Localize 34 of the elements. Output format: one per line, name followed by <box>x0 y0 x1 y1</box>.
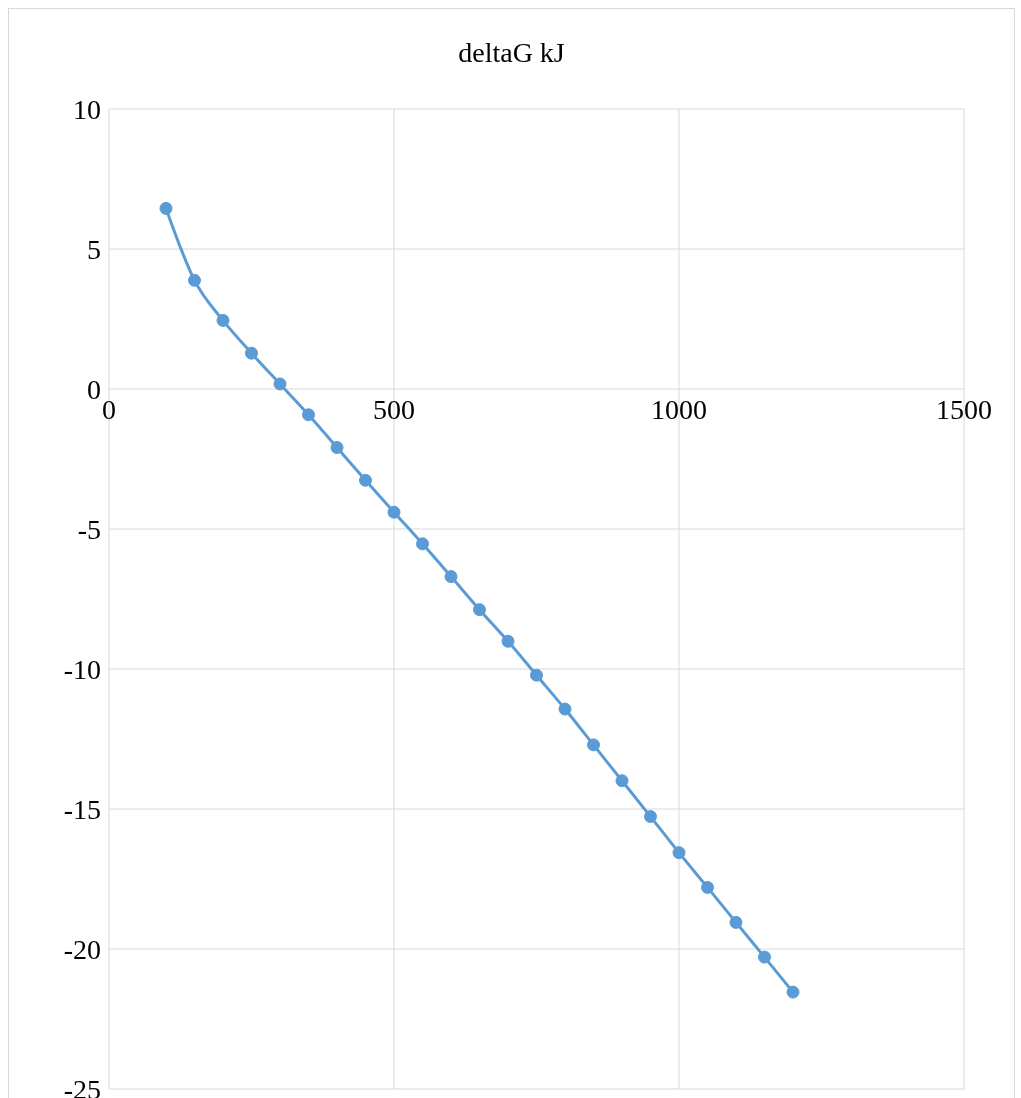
point <box>359 473 372 487</box>
point <box>587 738 600 752</box>
x-tick-label: 1000 <box>651 394 707 425</box>
point <box>786 985 800 999</box>
point <box>558 702 572 716</box>
y-tick-label: 10 <box>73 93 101 125</box>
y-tick-label: 0 <box>87 373 101 405</box>
point <box>245 346 258 360</box>
point <box>701 880 714 894</box>
y-tick-label: 5 <box>87 233 101 265</box>
y-tick-label: -10 <box>63 653 101 685</box>
point <box>387 505 401 519</box>
x-tick-label: 1500 <box>936 394 992 425</box>
point <box>615 774 629 788</box>
point <box>330 441 344 455</box>
point <box>644 810 657 824</box>
point <box>159 201 173 215</box>
point <box>216 313 230 327</box>
x-tick-label: 500 <box>373 394 415 425</box>
point <box>672 846 686 860</box>
point <box>444 570 458 584</box>
point <box>188 273 201 287</box>
point <box>473 603 486 617</box>
y-tick-label: -15 <box>63 793 101 825</box>
point <box>273 377 287 391</box>
point <box>758 950 771 964</box>
point <box>302 408 315 422</box>
y-tick-label: -20 <box>63 933 101 965</box>
chart-title: deltaG kJ <box>458 37 565 68</box>
point <box>530 668 543 682</box>
point <box>729 915 743 929</box>
point <box>416 537 429 551</box>
point <box>501 634 515 648</box>
y-tick-label: -5 <box>77 513 101 545</box>
